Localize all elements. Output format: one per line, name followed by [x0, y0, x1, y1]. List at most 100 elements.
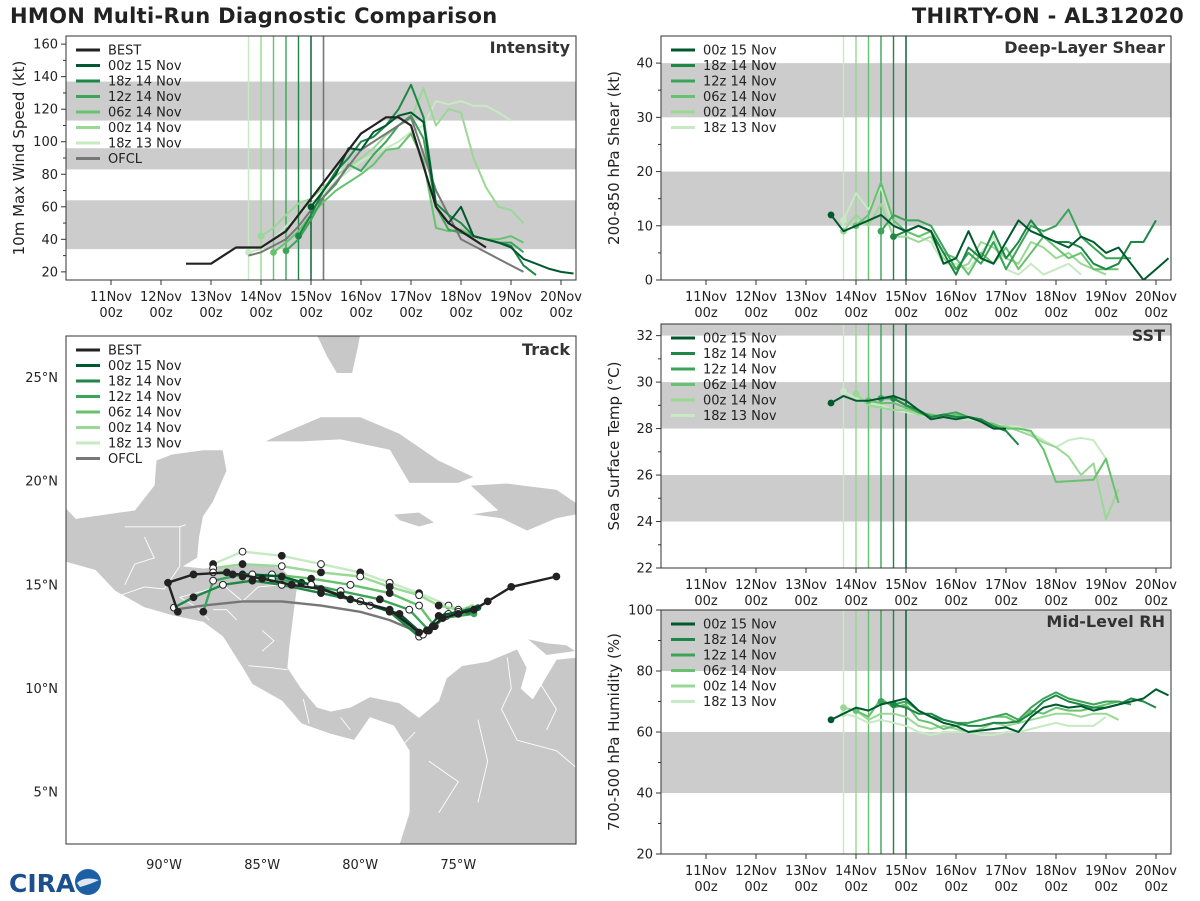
sst-legend-label: 06z 14 Nov: [703, 378, 777, 393]
rh-band-1: [661, 610, 1171, 671]
intensity-legend-label: 00z 15 Nov: [108, 59, 182, 74]
rh-xtick-label: 17Nov: [985, 864, 1027, 879]
shear-xtick-label: 00z: [994, 306, 1018, 321]
intensity-xtick-label: 00z: [349, 306, 373, 321]
intensity-xtick-label: 18Nov: [440, 290, 482, 305]
shear-frame: [660, 35, 1172, 281]
rh-xtick-label: 19Nov: [1085, 864, 1127, 879]
sst-xtick-label: 19Nov: [1085, 578, 1127, 593]
intensity-xtick-label: 00z: [299, 306, 323, 321]
sst-ytick-label: 22: [636, 562, 653, 577]
sst-title: SST: [1132, 326, 1165, 345]
intensity-xtick-label: 00z: [499, 306, 523, 321]
intensity-ytick-label: 120: [33, 103, 58, 118]
rh-legend-label: 18z 14 Nov: [703, 633, 777, 648]
shear-xtick-label: 19Nov: [1085, 290, 1127, 305]
track-line: [212, 562, 473, 611]
rh-xtick-label: 00z: [1094, 880, 1118, 895]
border-line: [179, 524, 186, 528]
rh-xtick-label: 00z: [794, 880, 818, 895]
shear-ytick-label: 0: [645, 274, 653, 289]
rh-legend-label: 12z 14 Nov: [703, 649, 777, 664]
cuba-land: [263, 416, 475, 484]
sst-legend-label: 12z 14 Nov: [703, 363, 777, 378]
track-point: [222, 568, 231, 577]
track-point: [317, 585, 325, 593]
sst-xtick-label: 20Nov: [1135, 578, 1177, 593]
shear-panel: 01020304011Nov00z12Nov00z13Nov00z14Nov00…: [605, 35, 1177, 321]
intensity-ytick-label: 20: [41, 265, 58, 280]
sst-xtick-label: 00z: [894, 594, 918, 609]
border-line: [477, 719, 489, 803]
rh-init-point: [840, 704, 847, 711]
track-lat-label: 15°N: [25, 578, 58, 593]
sst-panel: 22242628303211Nov00z12Nov00z13Nov00z14No…: [605, 323, 1177, 609]
intensity-band-2: [66, 81, 576, 121]
intensity-xtick-label: 00z: [549, 306, 573, 321]
shear-ytick-label: 10: [636, 219, 653, 234]
rh-legend-label: 06z 14 Nov: [703, 664, 777, 679]
track-line: [173, 600, 426, 636]
intensity-init-point: [282, 247, 290, 255]
intensity-ytick-label: 140: [33, 70, 58, 85]
shear-xtick-label: 00z: [1044, 306, 1068, 321]
shear-series-line: [893, 219, 1157, 276]
shear-xtick-label: 14Nov: [835, 290, 877, 305]
intensity-legend-label: 18z 14 Nov: [108, 75, 182, 90]
intensity-ytick-label: 80: [41, 168, 58, 183]
logo-swirl-icon: [77, 878, 99, 887]
rh-xtick-label: 00z: [944, 880, 968, 895]
shear-xtick-label: 16Nov: [935, 290, 977, 305]
shear-legend-label: 18z 13 Nov: [703, 121, 777, 136]
rh-panel: 2040608010011Nov00z12Nov00z13Nov00z14Nov…: [605, 604, 1177, 896]
rh-xtick-label: 00z: [744, 880, 768, 895]
jamaica-land: [392, 511, 436, 528]
intensity-init-point: [257, 232, 265, 240]
track-point: [238, 560, 247, 568]
track-legend-label: OFCL: [108, 452, 143, 467]
border-line: [248, 665, 288, 671]
sst-legend-label: 18z 14 Nov: [703, 347, 777, 362]
border-line: [500, 657, 576, 768]
rh-xtick-label: 11Nov: [685, 864, 727, 879]
rh-ylabel: 700-500 hPa Humidity (%): [605, 633, 623, 831]
shear-xtick-label: 00z: [694, 306, 718, 321]
track-lon-label: 85°W: [244, 858, 280, 873]
sst-ytick-label: 30: [636, 376, 653, 391]
intensity-legend-label: 00z 14 Nov: [108, 121, 182, 136]
figure-title: HMON Multi-Run Diagnostic Comparison: [10, 4, 498, 28]
border-line: [428, 760, 459, 814]
shear-series-line: [855, 181, 1119, 276]
intensity-xtick-label: 00z: [399, 306, 423, 321]
shear-plot-area: [661, 36, 1171, 280]
shear-xtick-label: 00z: [744, 306, 768, 321]
intensity-series-line: [248, 116, 524, 273]
shear-ytick-label: 20: [636, 165, 653, 180]
track-point: [375, 595, 384, 604]
intensity-xtick-label: 11Nov: [90, 290, 132, 305]
track-legend-label: 18z 14 Nov: [108, 375, 182, 390]
sst-xtick-label: 13Nov: [785, 578, 827, 593]
sst-band-2: [661, 324, 1171, 336]
shear-xtick-label: 18Nov: [1035, 290, 1077, 305]
rh-xtick-label: 00z: [994, 880, 1018, 895]
sst-xtick-label: 00z: [694, 594, 718, 609]
rh-xtick-label: 00z: [1044, 880, 1068, 895]
sst-xtick-label: 11Nov: [685, 578, 727, 593]
logo-text: CIRA: [9, 869, 76, 897]
shear-title: Deep-Layer Shear: [1004, 38, 1165, 57]
track-lat-label: 25°N: [25, 371, 58, 386]
rh-xtick-label: 13Nov: [785, 864, 827, 879]
sst-ytick-label: 24: [636, 515, 653, 530]
track-point: [189, 570, 198, 579]
intensity-legend-label: 18z 13 Nov: [108, 137, 182, 152]
central-america-land: [66, 449, 576, 844]
track-point: [277, 562, 286, 571]
storm-id-title: THIRTY-ON - AL312020: [911, 4, 1184, 28]
track-point: [199, 607, 208, 616]
track-panel: 90°W 85°W 80°W 75°W 25°N 20°N 15°N 10°N 5°N Track…: [25, 335, 577, 873]
